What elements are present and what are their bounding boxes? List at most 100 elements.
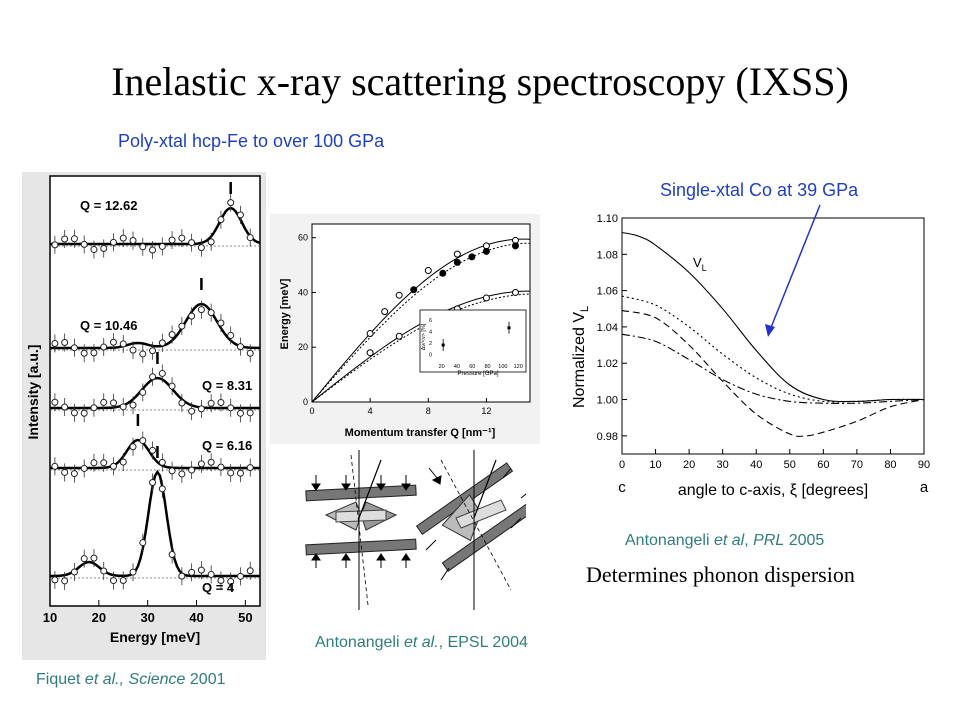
spectra-data-point xyxy=(158,458,166,466)
spectra-data-point xyxy=(149,347,157,355)
velocity-x-tick-label: 20 xyxy=(683,459,695,471)
inset-y-tick-label: 4 xyxy=(429,329,432,335)
velocity-x-tick-label: 30 xyxy=(717,459,729,471)
velocity-y-tick-label: 1.10 xyxy=(597,213,618,225)
velocity-y-tick-label: 1.02 xyxy=(597,358,618,370)
dispersion-data-point xyxy=(395,332,403,340)
spectra-data-point xyxy=(188,568,196,576)
polyxtal-caption: Poly-xtal hcp-Fe to over 100 GPa xyxy=(118,131,385,151)
spectra-data-point xyxy=(70,344,78,352)
spectra-data-point xyxy=(51,398,59,406)
spectra-data-point xyxy=(217,399,225,407)
spectra-data-point xyxy=(197,460,205,468)
spectra-data-point xyxy=(109,399,117,407)
spectra-data-point xyxy=(139,437,147,445)
singlextal-caption: Single-xtal Co at 39 GPa xyxy=(660,180,859,200)
spectra-data-point xyxy=(207,309,215,317)
dispersion-data-point xyxy=(453,250,461,258)
spectra-data-point xyxy=(80,349,88,357)
spectra-data-point xyxy=(139,350,147,358)
spectra-data-point xyxy=(236,343,244,351)
cite-epsl-author: Antonangeli xyxy=(315,634,400,651)
spectra-y-label: Intensity [a.u.] xyxy=(25,345,41,440)
spectra-data-point xyxy=(178,470,186,478)
dispersion-y-label: Energy [meV] xyxy=(279,278,291,349)
spectra-data-point xyxy=(80,555,88,563)
dispersion-x-tick-label: 8 xyxy=(426,406,431,416)
spectra-data-point xyxy=(51,462,59,470)
inset-x-tick-label: 40 xyxy=(454,364,460,370)
cite-prl-author: Antonangeli xyxy=(625,532,710,549)
velocity-curve-dashed xyxy=(621,310,925,437)
determines-note: Determines phonon dispersion xyxy=(586,562,855,587)
spectra-data-point xyxy=(61,403,69,411)
velocity-curves xyxy=(621,231,925,437)
spectra-data-point xyxy=(100,459,108,467)
spectra-data-point xyxy=(129,401,137,409)
spectra-data-point xyxy=(246,567,254,575)
spectra-data-point xyxy=(139,388,147,396)
spectra-data-point xyxy=(217,463,225,471)
spectra-series-label: Q = 4 xyxy=(202,580,235,595)
spectra-data-point xyxy=(109,338,117,346)
velocity-x-tick-label: 50 xyxy=(784,459,796,471)
dispersion-fit-curve xyxy=(311,238,531,403)
spectra-x-tick-label: 10 xyxy=(43,610,57,625)
spectra-data-point xyxy=(61,235,69,243)
spectra-data-point xyxy=(61,468,69,476)
inset-x-tick-label: 60 xyxy=(469,364,475,370)
spectra-data-point xyxy=(70,568,78,576)
spectra-x-tick-label: 40 xyxy=(189,610,203,625)
spectra-data-point xyxy=(90,554,98,562)
curve-label: VL xyxy=(693,255,707,273)
spectra-series-label: Q = 12.62 xyxy=(80,198,137,213)
velocity-x-tick-label: 60 xyxy=(817,459,829,471)
dispersion-data-point xyxy=(424,267,432,275)
spectra-data-point xyxy=(168,551,176,559)
spectra-data-point xyxy=(207,238,215,246)
dispersion-data-point xyxy=(453,258,461,266)
spectra-data-point xyxy=(149,246,157,254)
cite-fiquet-journal: Science xyxy=(128,671,186,688)
cite-fiquet-etal: et al., xyxy=(84,671,125,688)
velocity-y-tick-label: 1.00 xyxy=(597,395,618,407)
dispersion-data-point xyxy=(439,269,447,277)
spectra-data-point xyxy=(168,382,176,390)
spectra-data-point xyxy=(158,369,166,377)
inset-frame xyxy=(419,309,527,373)
dispersion-y-tick-label: 60 xyxy=(298,233,308,243)
spectra-data-point xyxy=(100,244,108,252)
spectra-data-point xyxy=(246,409,254,417)
velocity-curve-solid xyxy=(621,231,925,403)
spectra-series-label: Q = 6.16 xyxy=(202,438,252,453)
spectra-data-point xyxy=(178,399,186,407)
spectra-data-point xyxy=(80,409,88,417)
inset-y-tick-label: 6 xyxy=(429,318,432,324)
spectra-data-point xyxy=(168,331,176,339)
dispersion-data-point xyxy=(366,349,374,357)
dispersion-x-tick-label: 0 xyxy=(309,406,314,416)
velocity-x-tick-label: 40 xyxy=(750,459,762,471)
cite-fiquet-author: Fiquet xyxy=(36,671,81,688)
spectra-data-point xyxy=(217,577,225,585)
spectra-x-tick-label: 20 xyxy=(92,610,106,625)
cite-fiquet: Fiquet et al., Science 2001 xyxy=(36,671,225,689)
spectra-data-point xyxy=(178,572,186,580)
spectra-data-point xyxy=(51,241,59,249)
cite-prl-year: 2005 xyxy=(788,532,825,549)
spectra-data-point xyxy=(90,349,98,357)
dispersion-data-point xyxy=(410,286,418,294)
spectra-data-point xyxy=(246,234,254,242)
dispersion-x-tick-label: 12 xyxy=(481,406,491,416)
spectra-data-point xyxy=(236,211,244,219)
spectra-panel: Q = 12.62Q = 10.46Q = 8.31Q = 6.16Q = 4 … xyxy=(22,172,266,660)
velocity-y-tick-label: 1.04 xyxy=(597,322,618,334)
velocity-x-tick-label: 70 xyxy=(851,459,863,471)
spectra-data-point xyxy=(197,566,205,574)
dispersion-data-point xyxy=(511,288,519,296)
cite-epsl: Antonangeli et al., EPSL 2004 xyxy=(315,634,528,652)
velocity-x-label: angle to c-axis, ξ [degrees] xyxy=(678,482,868,499)
inset-x-tick-label: 100 xyxy=(498,364,507,370)
